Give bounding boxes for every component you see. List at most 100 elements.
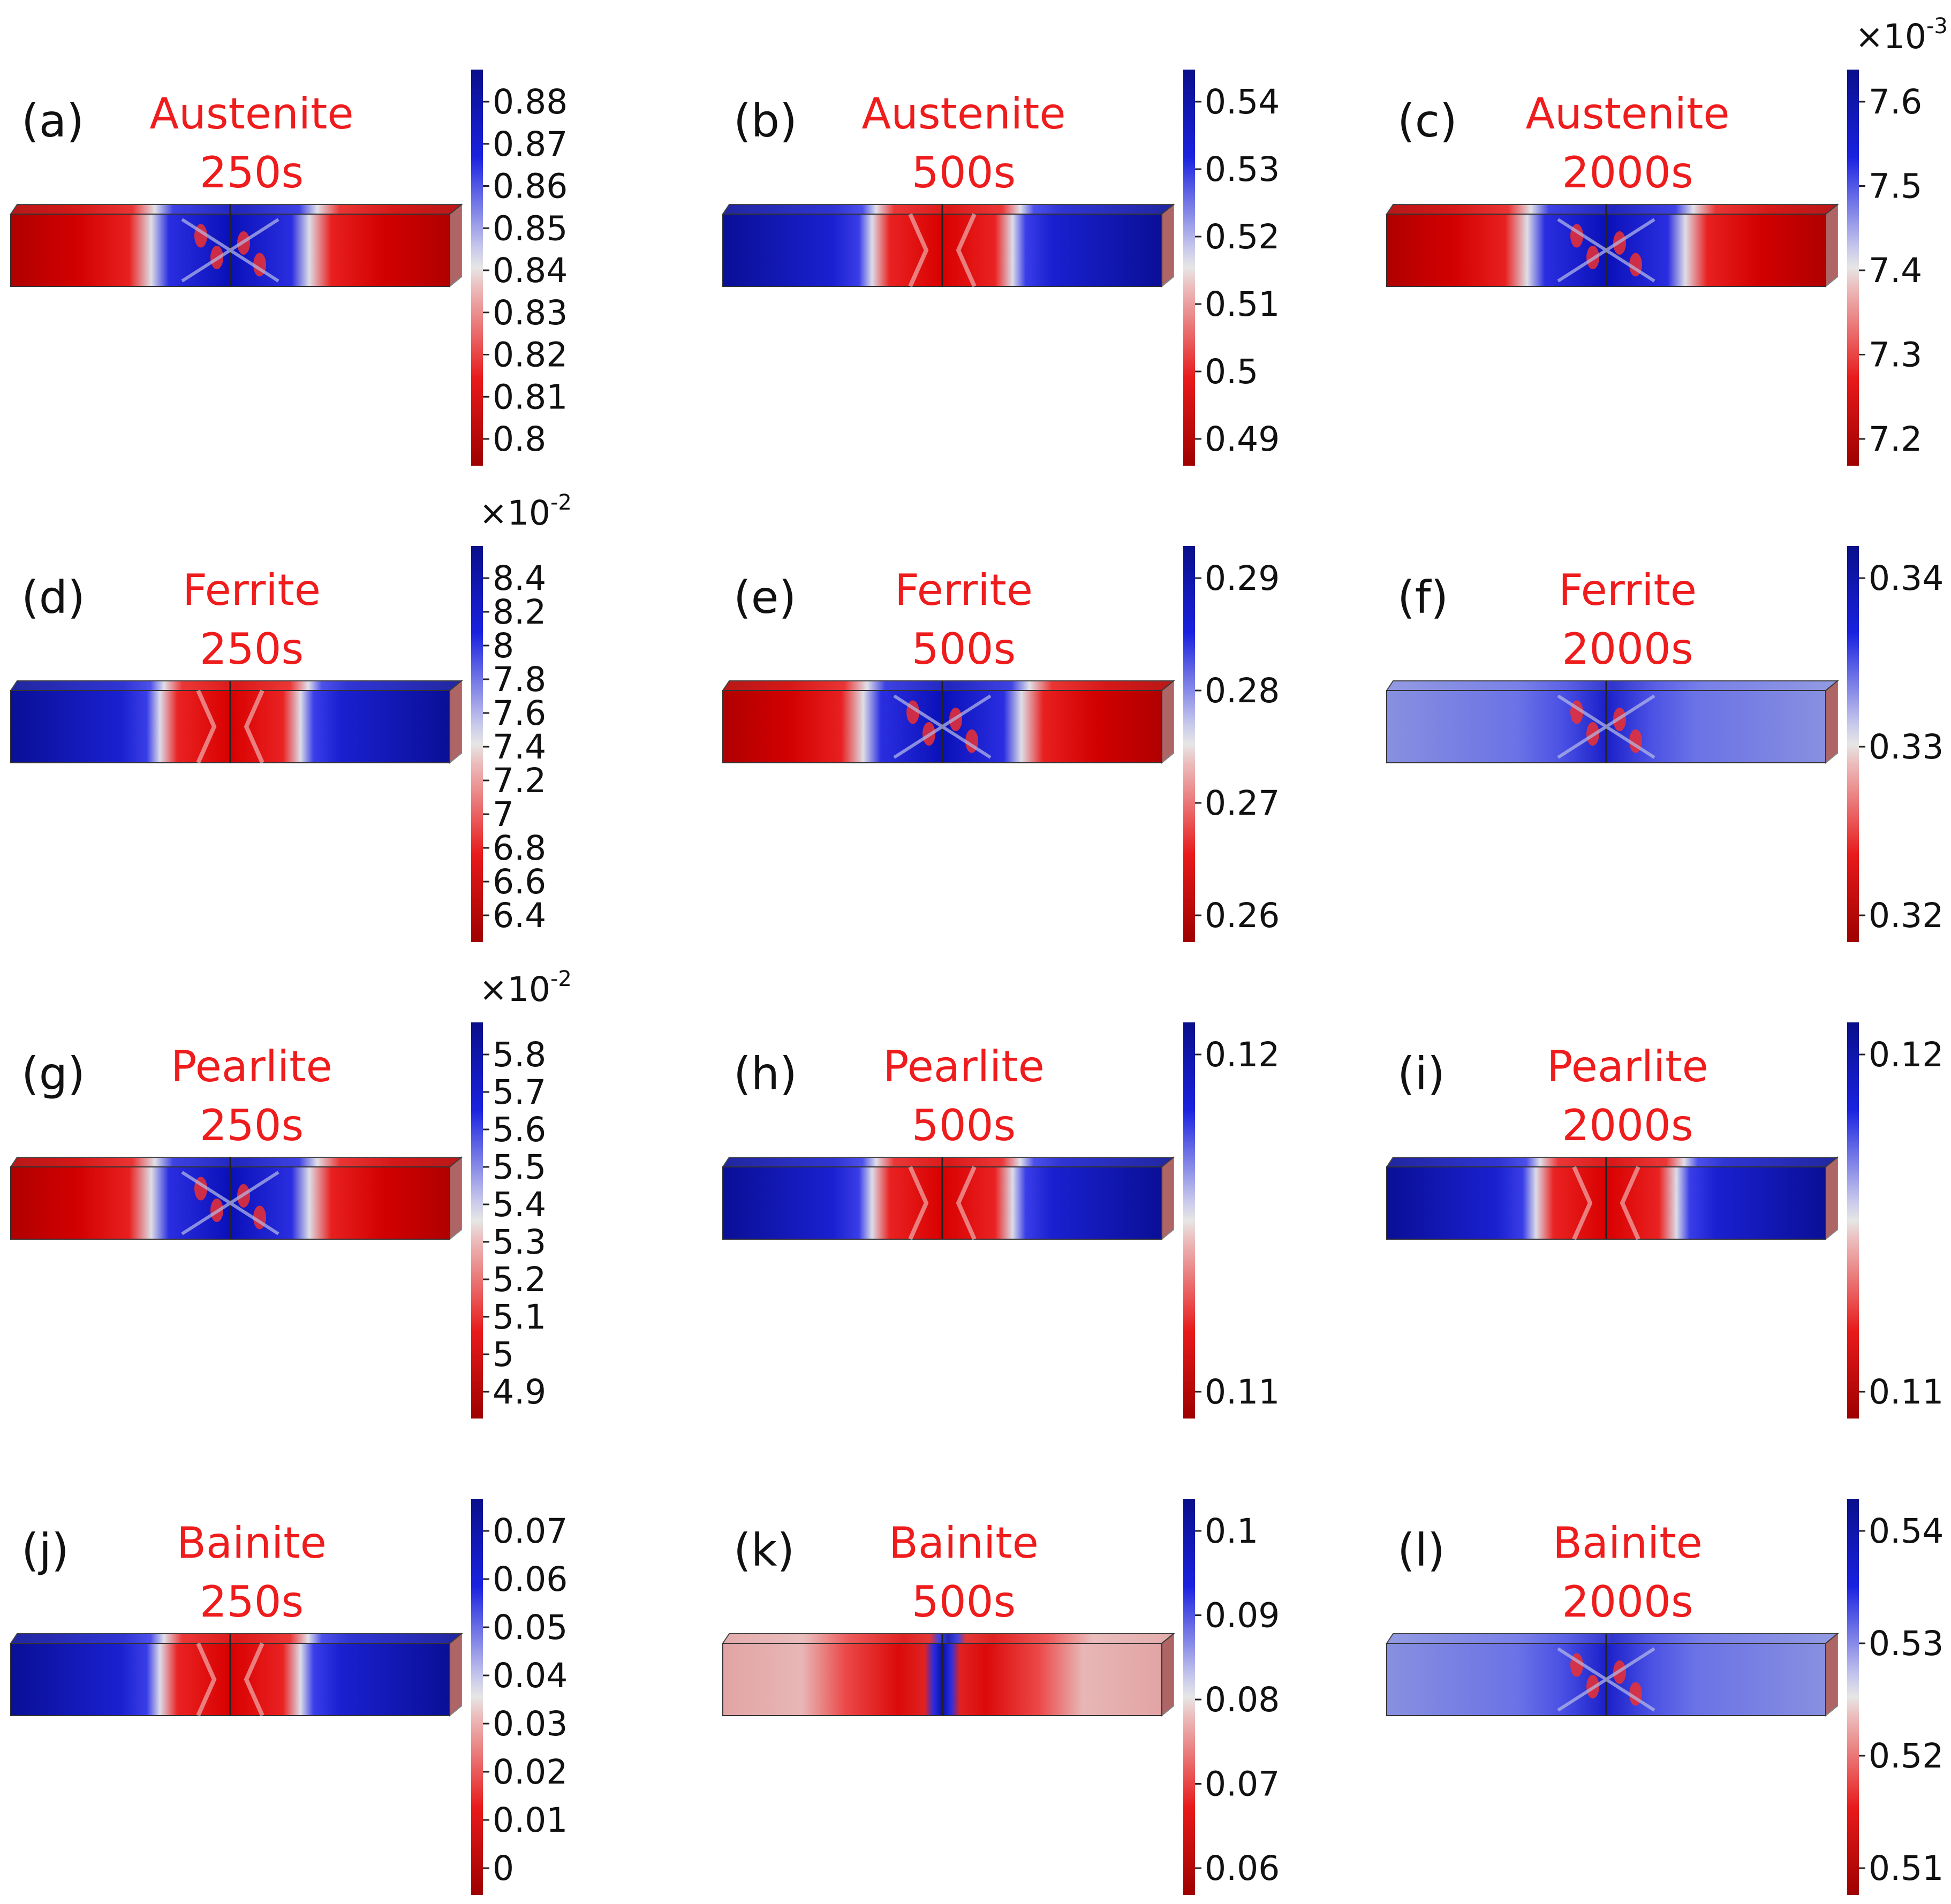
colorbar: 0.1 0.09 0.08 0.07 0.06	[1183, 1499, 1280, 1895]
specimen-bar	[1386, 679, 1839, 764]
colorbar-tick-label: 0.53	[1205, 150, 1280, 189]
colorbar-tick-label: 5.1	[493, 1298, 546, 1337]
colorbar-tick-label: 0.1	[1205, 1512, 1258, 1551]
phase-title: Bainite	[889, 1518, 1039, 1568]
time-label: 500s	[912, 1577, 1016, 1627]
time-label: 500s	[912, 624, 1016, 674]
colorbar-tick-label: 5.5	[493, 1148, 546, 1187]
time-label: 2000s	[1562, 624, 1693, 674]
phase-title: Bainite	[1553, 1518, 1703, 1568]
colorbar-tick-label: 0.07	[1205, 1765, 1280, 1804]
phase-title: Bainite	[177, 1518, 327, 1568]
colorbar-tick-label: 0.06	[493, 1560, 568, 1599]
colorbar-tick-label: 0.49	[1205, 420, 1280, 459]
colorbar: 0.07 0.06 0.05 0.04 0.03 0.02 0.01 0	[471, 1499, 568, 1895]
panel-label: (i)	[1397, 1048, 1445, 1100]
colorbar-tick-label: 8.4	[493, 559, 546, 598]
panel-f: (f) Ferrite 2000s 0.34 0.33 0.32	[1386, 546, 1944, 942]
colorbar-tick-label: 0.8	[493, 420, 546, 459]
colorbar-tick-label: 6.6	[493, 862, 546, 901]
time-label: 250s	[200, 1101, 304, 1150]
panel-l: (l) Bainite 2000s 0.54 0.53 0.52 0.51	[1386, 1499, 1944, 1895]
colorbar-tick-label: 7	[493, 795, 514, 834]
colorbar-tick-label: 0.54	[1205, 82, 1280, 122]
specimen-bar	[722, 1632, 1175, 1717]
time-label: 250s	[200, 148, 304, 198]
colorbar-tick-label: 5.3	[493, 1223, 546, 1262]
colorbar-tick-label: 7.5	[1869, 167, 1922, 206]
colorbar-tick-label: 0.53	[1869, 1624, 1944, 1663]
colorbar-tick-label: 0.54	[1869, 1512, 1944, 1551]
time-label: 2000s	[1562, 1577, 1693, 1627]
time-label: 2000s	[1562, 1101, 1693, 1150]
colorbar-tick-label: 0.52	[1869, 1736, 1944, 1776]
panel-label: (e)	[733, 571, 796, 624]
panel-d: (d) Ferrite 250s 8.48.287.87.67.47.276.86.6…	[10, 490, 572, 942]
colorbar-tick-label: 0.87	[493, 125, 568, 164]
colorbar-multiplier: ×10-2	[479, 490, 572, 533]
colorbar-tick-label: 0.06	[1205, 1849, 1280, 1888]
time-label: 500s	[912, 148, 1016, 198]
colorbar: 0.880.870.860.850.840.83 0.820.81 0.8	[471, 70, 568, 466]
colorbar-tick-label: 0.02	[493, 1753, 568, 1792]
colorbar-tick-label: 0.86	[493, 167, 568, 206]
colorbar-multiplier: ×10-2	[479, 967, 572, 1009]
colorbar-tick-label: 6.4	[493, 896, 546, 935]
phase-title: Ferrite	[895, 565, 1033, 615]
colorbar-tick-label: 0.34	[1869, 559, 1944, 598]
colorbar-tick-label: 0.32	[1869, 896, 1944, 935]
colorbar-tick-label: 0.11	[1869, 1372, 1944, 1412]
colorbar-tick-label: 0.03	[493, 1704, 568, 1743]
phase-title: Ferrite	[183, 565, 321, 615]
colorbar-tick-label: 0.28	[1205, 671, 1280, 710]
specimen-bar	[10, 203, 463, 288]
colorbar-tick-label: 0.11	[1205, 1372, 1280, 1412]
colorbar-tick-label: 7.4	[493, 727, 546, 767]
phase-title: Austenite	[149, 89, 353, 139]
colorbar-tick-label: 0.83	[493, 293, 568, 332]
colorbar: 0.12 0.11	[1847, 1022, 1944, 1418]
panel-label: (j)	[21, 1524, 69, 1576]
phase-title: Pearlite	[171, 1042, 332, 1091]
colorbar-tick-label: 0.84	[493, 251, 568, 290]
colorbar-tick-label: 0.5	[1205, 352, 1258, 391]
phase-title: Ferrite	[1559, 565, 1697, 615]
colorbar-tick-label: 8	[493, 626, 514, 665]
colorbar-tick-label: 5	[493, 1335, 514, 1374]
colorbar-tick-label: 7.3	[1869, 336, 1922, 375]
panel-label: (d)	[21, 571, 85, 624]
colorbar-tick-label: 0.26	[1205, 896, 1280, 935]
panel-label: (c)	[1397, 95, 1457, 147]
colorbar-tick-label: 0.04	[493, 1656, 568, 1695]
colorbar-tick-label: 7.2	[493, 761, 546, 800]
colorbar-tick-label: 5.6	[493, 1110, 546, 1149]
colorbar: 7.6 7.5 7.4 7.3 7.2 ×10-3	[1847, 14, 1948, 466]
panel-label: (f)	[1397, 571, 1448, 624]
colorbar: 0.54 0.53 0.52 0.51	[1847, 1499, 1944, 1895]
colorbar-tick-label: 0.07	[493, 1512, 568, 1551]
panel-label: (h)	[733, 1048, 797, 1100]
specimen-bar	[1386, 203, 1839, 288]
colorbar-tick-label: 5.4	[493, 1185, 546, 1224]
colorbar-tick-label: 0.81	[493, 377, 568, 416]
specimen-bar	[722, 679, 1175, 764]
colorbar: 8.48.287.87.67.47.276.86.66.4 ×10-2	[471, 490, 572, 942]
time-label: 250s	[200, 624, 304, 674]
colorbar-tick-label: 0.09	[1205, 1596, 1280, 1635]
colorbar-multiplier: ×10-3	[1855, 14, 1948, 56]
colorbar-tick-label: 0.01	[493, 1801, 568, 1840]
colorbar: 0.34 0.33 0.32	[1847, 546, 1944, 942]
colorbar-tick-label: 0.51	[1869, 1849, 1944, 1888]
colorbar-tick-label: 7.2	[1869, 420, 1922, 459]
panel-b: (b) Austenite 500s 0.54 0.53 0.52 0.51 0.5 0.49	[722, 70, 1280, 466]
colorbar: 0.54 0.53 0.52 0.51 0.5 0.49	[1183, 70, 1280, 466]
colorbar-tick-label: 5.7	[493, 1073, 546, 1112]
panel-e: (e) Ferrite 500s 0.29 0.28 0.27 0.26	[722, 546, 1280, 942]
colorbar-tick-label: 7.8	[493, 660, 546, 699]
colorbar: 0.12 0.11	[1183, 1022, 1280, 1418]
colorbar-tick-label: 8.2	[493, 593, 546, 632]
colorbar-tick-label: 0.33	[1869, 727, 1944, 767]
colorbar-tick-label: 0.82	[493, 336, 568, 375]
specimen-bar	[722, 203, 1175, 288]
